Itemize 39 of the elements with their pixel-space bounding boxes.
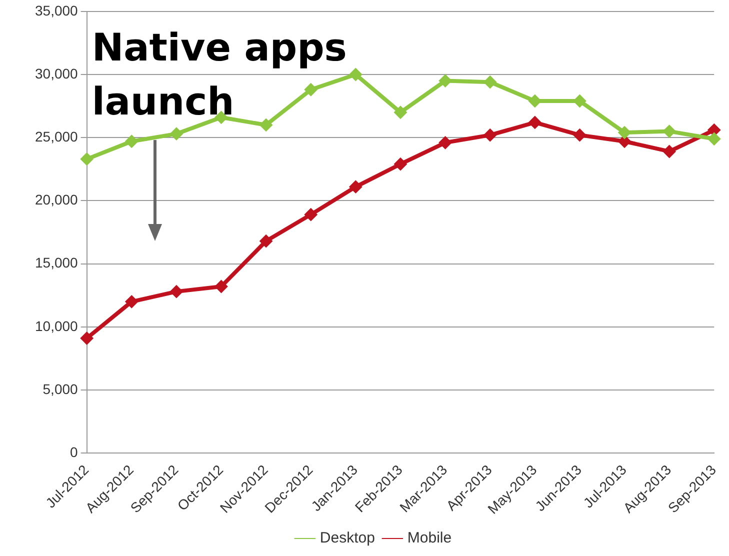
- point: [662, 124, 676, 138]
- point: [304, 208, 318, 222]
- point: [349, 180, 362, 194]
- point: [573, 94, 586, 108]
- point: [170, 127, 183, 140]
- point: [80, 152, 94, 166]
- point: [170, 285, 183, 298]
- point: [80, 332, 94, 345]
- point: [528, 116, 542, 129]
- legend-label: Desktop: [320, 530, 375, 547]
- point: [260, 234, 273, 248]
- point: [573, 128, 586, 142]
- y-tick-label: 25,000: [34, 128, 78, 144]
- point: [438, 74, 452, 88]
- point: [662, 144, 676, 158]
- point: [618, 126, 632, 140]
- y-tick-label: 35,000: [34, 2, 78, 18]
- y-tick-label: 20,000: [34, 192, 78, 208]
- point: [260, 118, 273, 132]
- point: [349, 68, 362, 81]
- point: [708, 132, 721, 146]
- y-tick-label: 5,000: [42, 380, 78, 397]
- point: [484, 128, 497, 142]
- point: [125, 134, 138, 148]
- point: [618, 134, 632, 148]
- point: [394, 158, 407, 171]
- point: [484, 76, 497, 89]
- y-tick-label: 10,000: [34, 318, 78, 334]
- annotation: Native apps launch: [92, 25, 347, 124]
- y-tick-label: 15,000: [34, 254, 78, 271]
- y-tick-label: 0: [70, 444, 78, 460]
- legend-label: Mobile: [407, 530, 452, 547]
- y-tick-label: 30,000: [34, 65, 78, 82]
- point: [394, 106, 407, 119]
- point: [214, 280, 228, 294]
- point: [304, 83, 318, 96]
- point: [528, 94, 542, 108]
- point: [125, 295, 138, 308]
- point: [438, 136, 452, 150]
